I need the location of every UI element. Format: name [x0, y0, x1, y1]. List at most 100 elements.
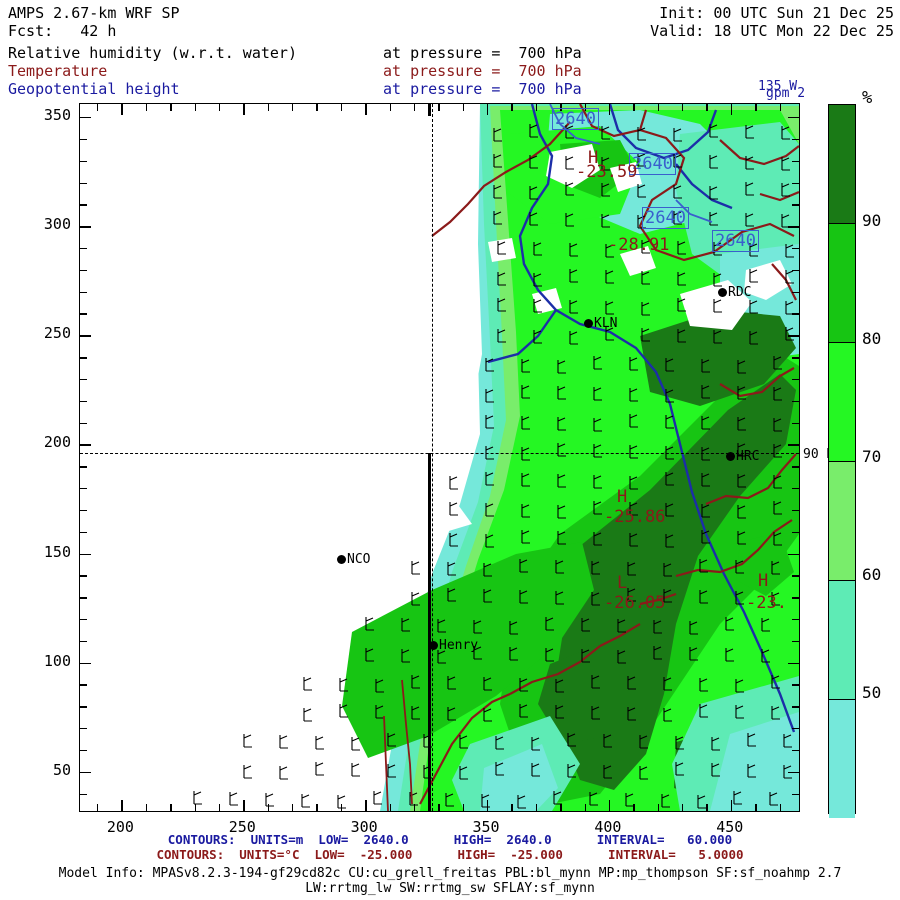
- wind-barb: [495, 736, 504, 750]
- wind-barb: [761, 618, 770, 632]
- river-network: [487, 104, 796, 733]
- y-tick: [80, 553, 91, 555]
- height-contour-label: 2640: [642, 207, 689, 229]
- wind-barb: [637, 127, 646, 141]
- wind-barb: [533, 330, 542, 344]
- x-tick-top: [121, 104, 123, 115]
- graticule-label-90n: 90 N: [803, 447, 835, 462]
- colorbar-unit-label: %: [862, 88, 873, 108]
- wind-barb: [521, 504, 530, 518]
- wind-barb: [521, 385, 530, 399]
- wind-barb: [773, 444, 782, 458]
- wind-barb: [411, 592, 420, 606]
- x-tick-top: [194, 104, 196, 111]
- x-axis-tick-label-200: 200: [106, 818, 134, 836]
- temp-extremum-marker: H: [758, 571, 769, 591]
- station-KLN[interactable]: KLN: [584, 316, 617, 331]
- colorbar-band-5: [829, 700, 855, 818]
- wind-barb: [567, 764, 576, 778]
- wind-barb: [533, 242, 542, 256]
- y-tick: [80, 400, 87, 403]
- wind-barb: [781, 126, 790, 140]
- y-axis-tick-label-250: 250: [43, 324, 71, 343]
- colorbar[interactable]: [828, 104, 856, 818]
- wind-barb: [781, 183, 790, 197]
- unshaded-white-west2: [80, 104, 482, 764]
- x-axis-tick-label-300: 300: [350, 818, 378, 836]
- wind-barb: [373, 791, 382, 805]
- y-tick-right: [792, 466, 799, 468]
- wind-barb: [781, 157, 790, 171]
- wind-barb: [663, 589, 672, 603]
- x-tick: [170, 804, 172, 811]
- wind-barb: [517, 795, 526, 809]
- wind-barb: [485, 503, 494, 517]
- wind-barb: [601, 157, 610, 171]
- y-tick-right: [792, 291, 799, 294]
- wind-barb: [485, 472, 494, 486]
- y-tick: [80, 269, 87, 272]
- wind-barb: [665, 358, 674, 372]
- wind-barb: [771, 561, 780, 575]
- y-tick: [80, 575, 87, 577]
- wind-barb: [785, 270, 794, 284]
- temp-extremum-marker: H: [617, 487, 628, 507]
- wind-barb: [737, 360, 746, 374]
- wind-barb: [711, 763, 720, 777]
- wind-barb: [473, 620, 482, 634]
- wind-barb: [701, 385, 710, 399]
- y-axis-tick-label-200: 200: [43, 433, 71, 452]
- y-tick-right: [792, 357, 799, 359]
- wind-barb: [521, 416, 530, 430]
- wind-barb: [493, 185, 502, 199]
- model-info-line-1: Model Info: MPASv8.2.3-194-gf29cd82c CU:…: [58, 866, 842, 881]
- wind-barb: [675, 762, 684, 776]
- field-level-geopotential: at pressure = 700 hPa: [383, 80, 582, 98]
- wind-barb: [401, 618, 410, 632]
- station-RDC[interactable]: RDC: [718, 285, 751, 300]
- wind-barb: [761, 649, 770, 663]
- x-tick-top: [97, 104, 99, 111]
- wind-barb: [663, 708, 672, 722]
- wind-barb: [601, 183, 610, 197]
- x-tick-top: [682, 104, 684, 111]
- wind-barb: [411, 675, 420, 689]
- y-tick-right: [792, 618, 799, 621]
- wind-barb: [493, 154, 502, 168]
- wind-barb: [771, 706, 780, 720]
- temp-extremum-value: -23.: [746, 593, 787, 613]
- wind-barb: [709, 155, 718, 169]
- wind-barb: [569, 243, 578, 257]
- x-axis-tick-label-250: 250: [228, 818, 256, 836]
- station-NCO[interactable]: NCO: [337, 552, 370, 567]
- y-tick: [80, 313, 87, 315]
- x-tick: [584, 804, 586, 811]
- wind-barb: [497, 272, 506, 286]
- station-Henry[interactable]: Henry: [429, 638, 478, 653]
- wind-barb: [629, 502, 638, 516]
- y-tick: [80, 444, 91, 446]
- model-title: AMPS 2.67-km WRF SP: [8, 4, 180, 22]
- wind-barb: [675, 736, 684, 750]
- wind-barb: [557, 531, 566, 545]
- wind-barb: [365, 648, 374, 662]
- wind-barb: [737, 474, 746, 488]
- wind-barb: [593, 356, 602, 370]
- y-tick-right: [792, 138, 799, 141]
- wind-barb: [557, 386, 566, 400]
- rh-patch-cyan-upper2: [676, 122, 799, 289]
- forecast-value: 42 h: [80, 22, 117, 40]
- map-plot-area[interactable]: KLN RDC HRC NCO Henry AG2 2640 2640 2640…: [79, 103, 800, 812]
- wind-barb: [641, 271, 650, 285]
- graticule-vertical-dashed: [432, 104, 433, 811]
- wind-barb: [557, 417, 566, 431]
- wind-barb: [593, 532, 602, 546]
- x-tick-top: [608, 104, 611, 115]
- colorbar-tick-50: 50: [862, 683, 882, 702]
- wind-barb: [699, 590, 708, 604]
- station-HRC[interactable]: HRC: [726, 449, 759, 464]
- wind-barb: [749, 331, 758, 345]
- x-tick-top: [170, 104, 172, 111]
- wind-barb: [555, 679, 564, 693]
- wind-barb: [339, 704, 348, 718]
